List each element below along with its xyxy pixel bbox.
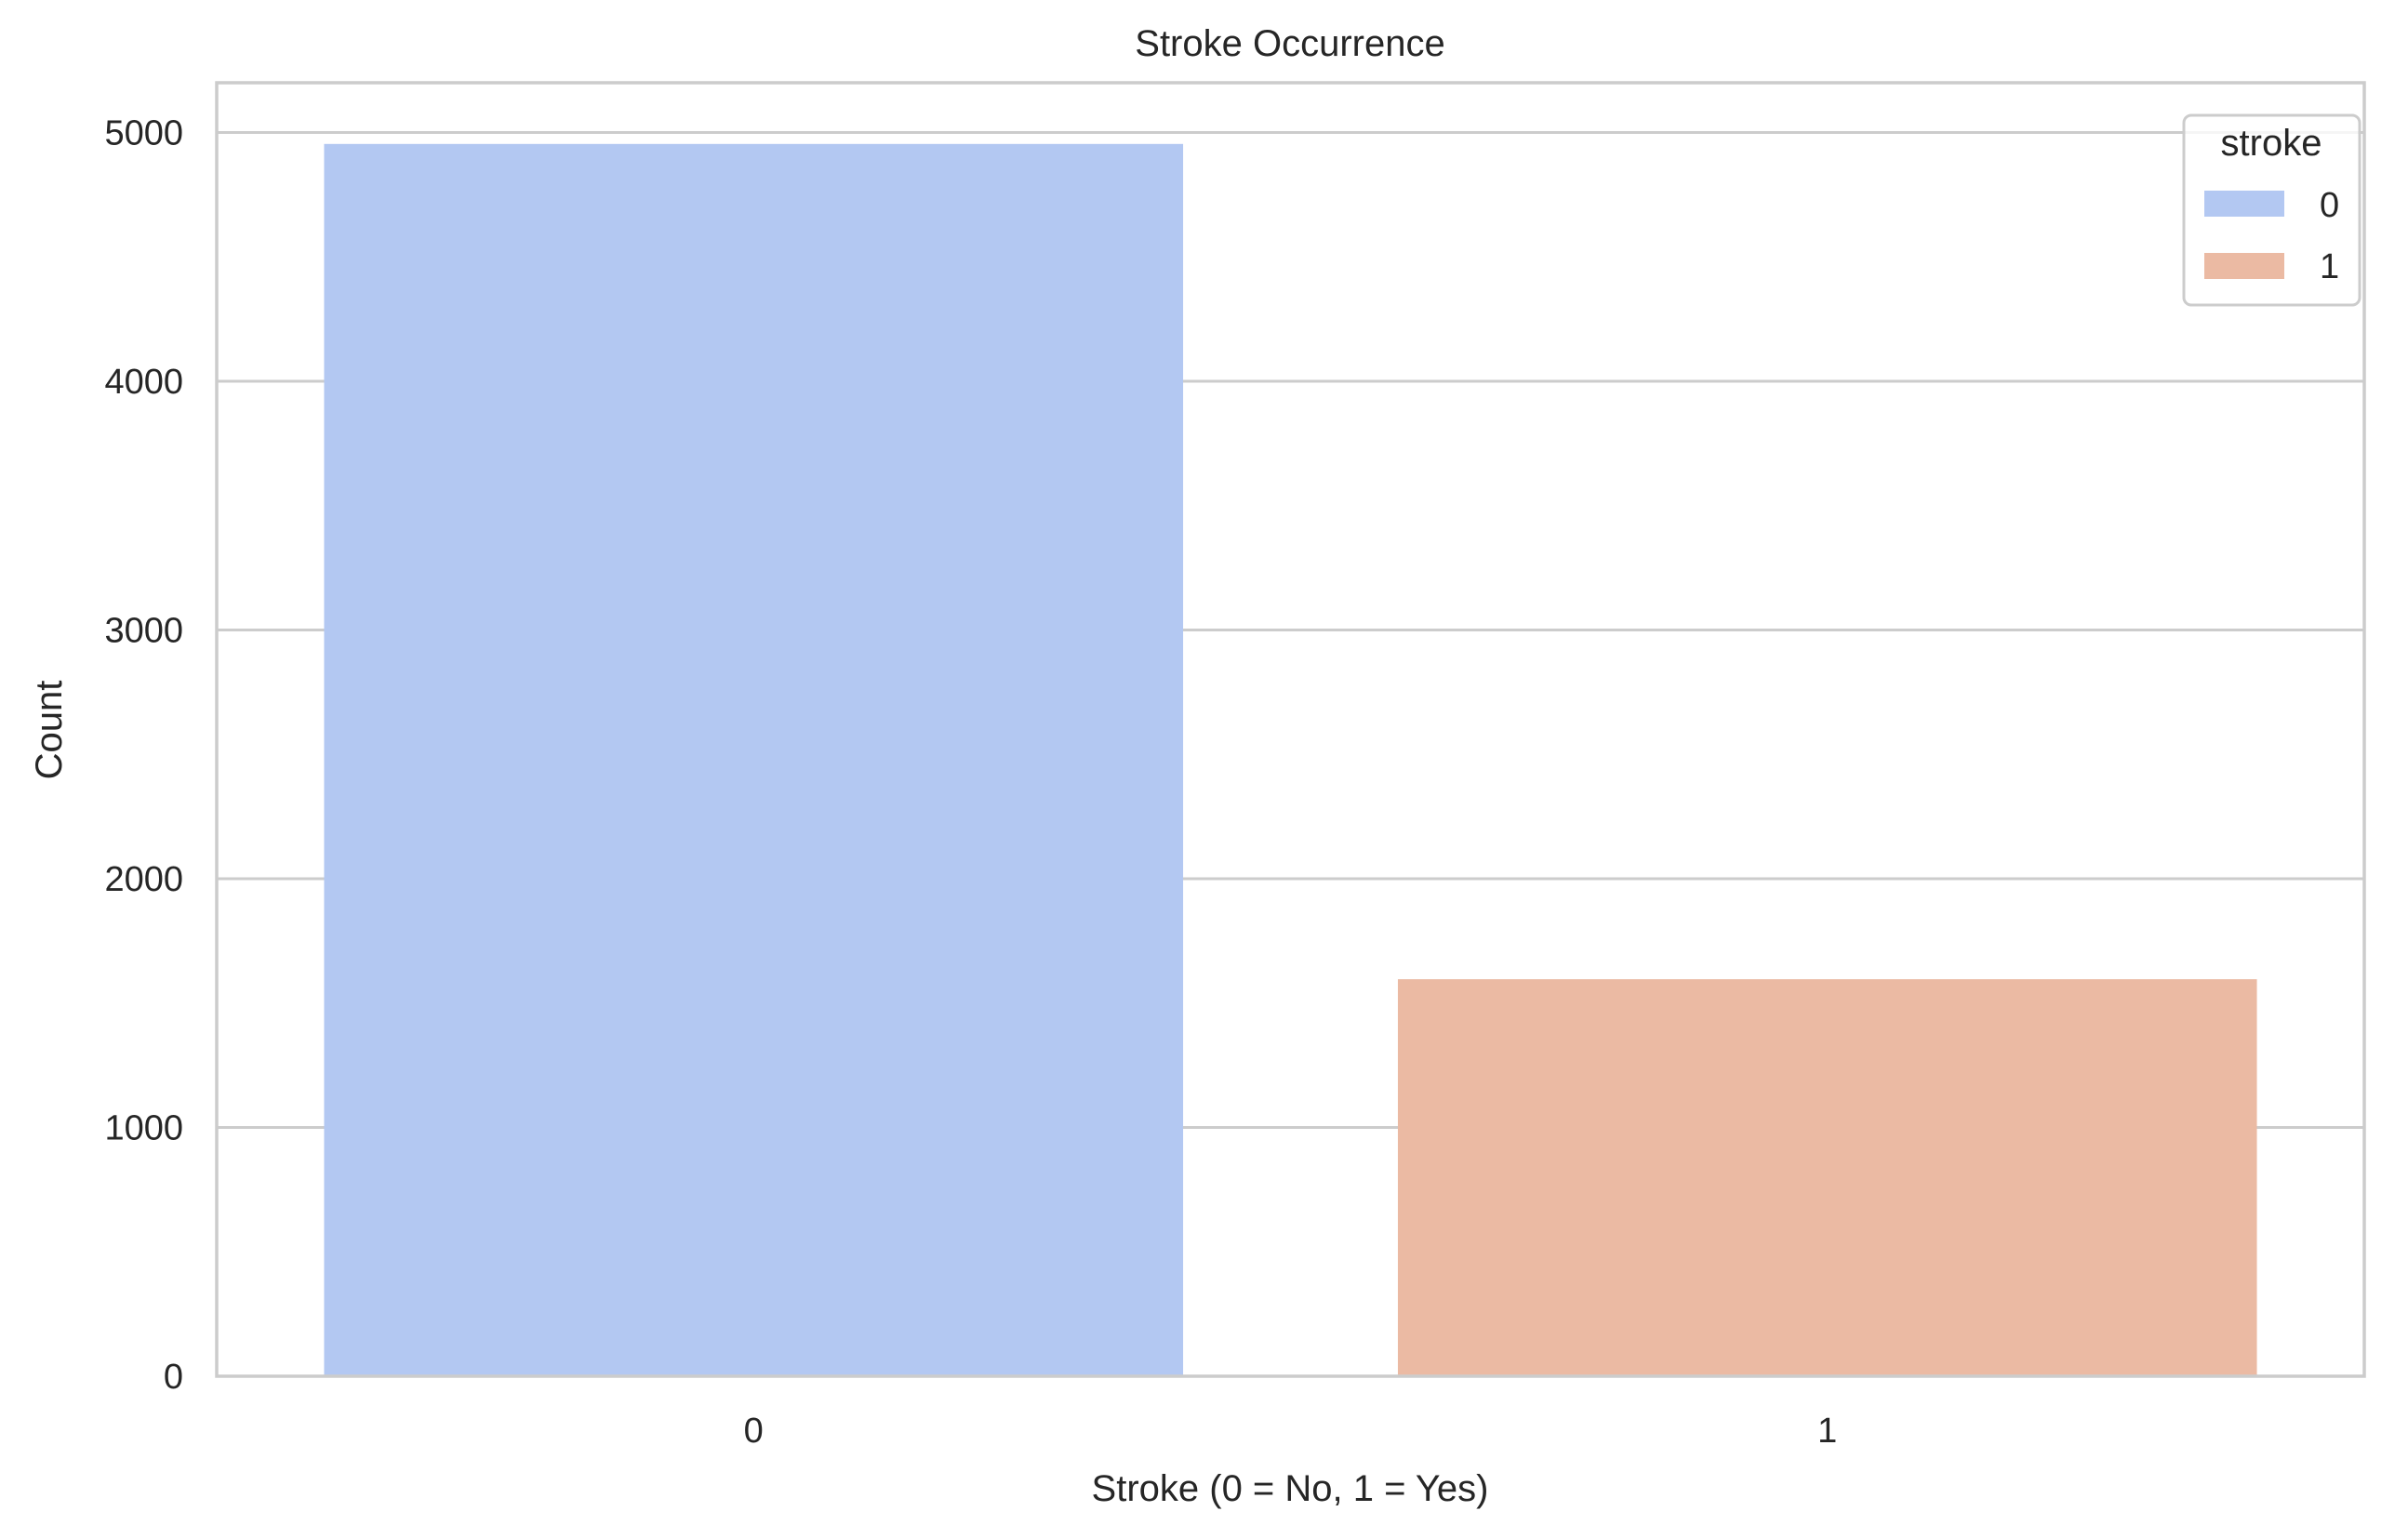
legend-label-0: 0 (2320, 186, 2339, 225)
legend-swatch-0 (2204, 191, 2284, 217)
y-tick-label: 2000 (104, 860, 183, 899)
y-tick-label: 5000 (104, 114, 183, 153)
bar-stroke-1 (1397, 979, 2257, 1376)
chart-title: Stroke Occurrence (1135, 23, 1444, 64)
legend-swatch-1 (2204, 253, 2284, 279)
bars (324, 143, 2257, 1377)
legend: stroke 0 1 (2182, 113, 2361, 307)
y-tick-label: 4000 (104, 363, 183, 402)
bar-stroke-0 (324, 143, 1184, 1377)
y-tick-label: 1000 (104, 1109, 183, 1148)
y-tick-labels: 0 1000 2000 3000 4000 5000 (104, 114, 183, 1398)
axes-frame (215, 81, 2366, 1378)
y-axis-label: Count (29, 681, 70, 780)
legend-label-1: 1 (2320, 247, 2339, 286)
y-tick-label: 0 (164, 1358, 183, 1397)
x-tick-label: 0 (744, 1412, 764, 1451)
y-tick-label: 3000 (104, 612, 183, 651)
x-axis-label: Stroke (0 = No, 1 = Yes) (1092, 1468, 1489, 1509)
x-tick-label: 1 (1817, 1412, 1837, 1451)
legend-title: stroke (2221, 123, 2322, 164)
